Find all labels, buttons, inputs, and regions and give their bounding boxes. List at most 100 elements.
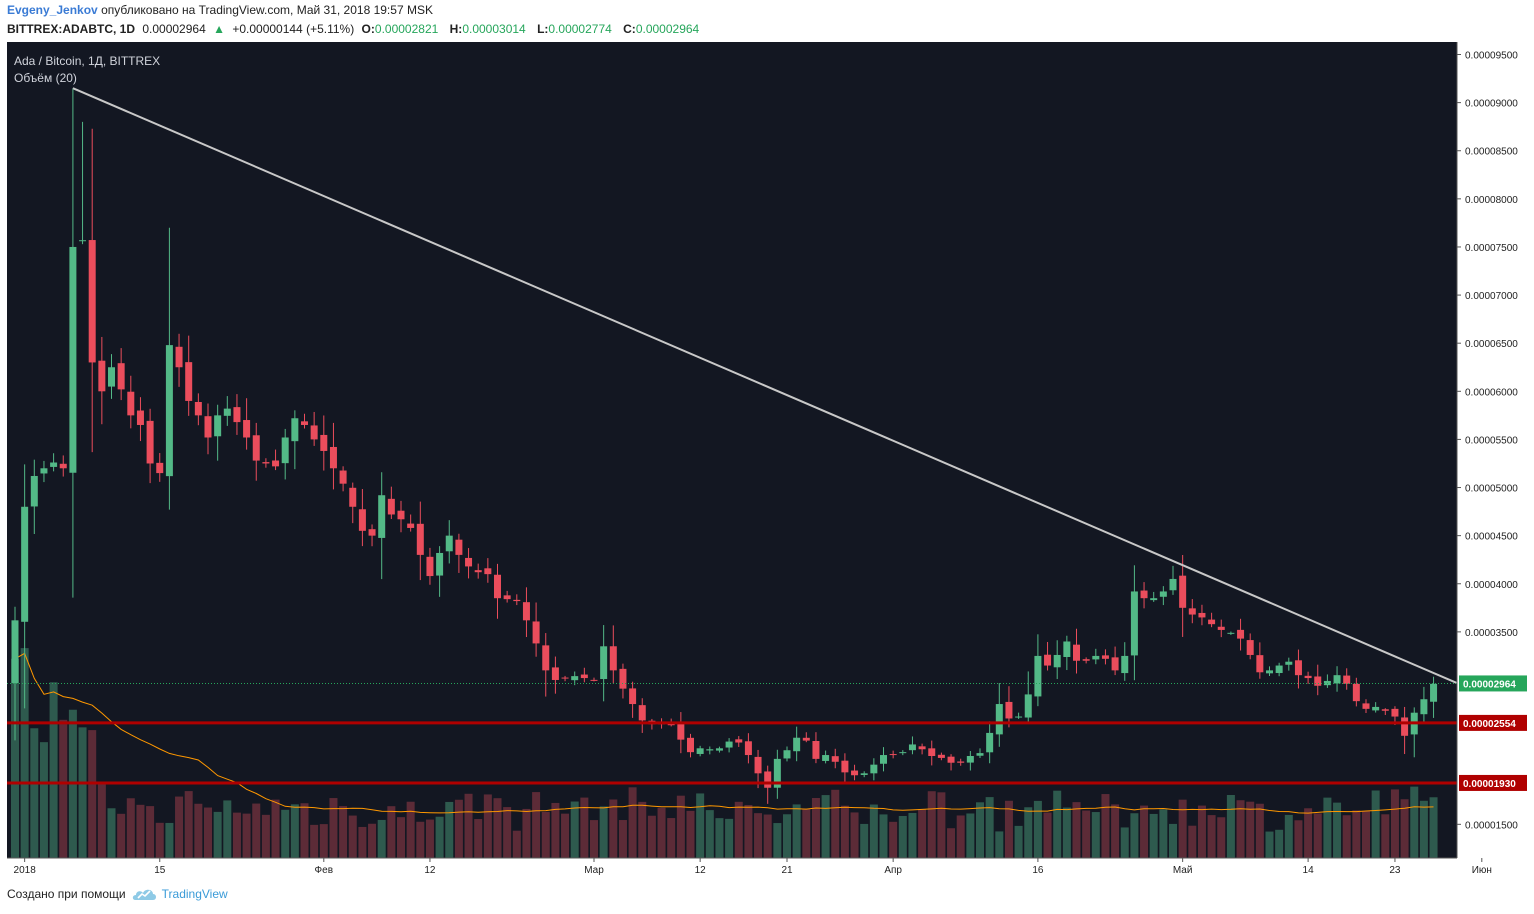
candle-body bbox=[532, 621, 540, 644]
volume-bar bbox=[281, 809, 290, 858]
candle-body bbox=[262, 462, 270, 464]
high-value: 0.00003014 bbox=[462, 22, 526, 36]
volume-bar bbox=[715, 818, 724, 858]
low-value: 0.00002774 bbox=[548, 22, 612, 36]
volume-bar bbox=[744, 805, 753, 858]
candle-body bbox=[1198, 612, 1206, 618]
volume-bar bbox=[445, 801, 454, 858]
candle-body bbox=[609, 646, 617, 671]
candle-body bbox=[175, 346, 183, 368]
candle-body bbox=[1024, 694, 1032, 718]
volume-bar bbox=[1323, 797, 1332, 858]
candle-body bbox=[899, 752, 907, 754]
volume-bar bbox=[377, 819, 386, 858]
candle-body bbox=[1333, 675, 1341, 684]
candle-body bbox=[1304, 675, 1312, 679]
y-tick-label: 0.00006000 bbox=[1465, 387, 1518, 398]
x-tick-label: 2018 bbox=[14, 865, 37, 876]
price-marker-text: 0.00002964 bbox=[1463, 679, 1516, 690]
candle-body bbox=[108, 367, 115, 387]
volume-bar bbox=[908, 812, 917, 858]
volume-bar bbox=[995, 831, 1004, 858]
candle-body bbox=[1188, 608, 1196, 615]
trend-line[interactable] bbox=[72, 87, 1458, 685]
candle-body bbox=[802, 737, 810, 741]
candle-body bbox=[436, 552, 444, 576]
time-axis[interactable] bbox=[0, 858, 1534, 882]
created-with-text: Создано при помощи bbox=[7, 887, 126, 901]
volume-bar bbox=[213, 811, 222, 858]
volume-bar bbox=[204, 807, 212, 858]
candle-body bbox=[773, 758, 781, 788]
candle-body bbox=[1275, 665, 1283, 674]
candle-body bbox=[503, 595, 511, 600]
candle-body bbox=[484, 568, 492, 575]
candle-body bbox=[1140, 590, 1148, 599]
candle-body bbox=[1381, 709, 1389, 711]
x-tick-label: Мар bbox=[584, 865, 604, 876]
volume-bar bbox=[1381, 814, 1390, 858]
last-price-marker: 0.00002964 bbox=[1459, 675, 1527, 692]
candle-body bbox=[1034, 655, 1042, 697]
candle-body bbox=[1005, 701, 1013, 719]
candle-body bbox=[69, 246, 77, 473]
volume-bar bbox=[1265, 831, 1274, 858]
volume-bar bbox=[734, 801, 743, 858]
candle-body bbox=[715, 748, 723, 751]
y-tick-label: 0.00001500 bbox=[1465, 820, 1518, 831]
volume-bar bbox=[898, 815, 907, 858]
candle-body bbox=[88, 240, 96, 363]
volume-bar bbox=[1400, 799, 1409, 858]
candle-body bbox=[1391, 708, 1399, 717]
volume-bar bbox=[512, 830, 521, 858]
volume-bar bbox=[947, 828, 956, 858]
footer: Создано при помощи TradingView bbox=[7, 886, 228, 902]
candle-body bbox=[272, 460, 280, 467]
candle-body bbox=[310, 425, 318, 440]
volume-bar bbox=[49, 682, 58, 858]
price-chart[interactable]: 0.00009500 0.00009000 0.00008500 0.00008000… bbox=[0, 42, 1534, 882]
candle-body bbox=[1179, 575, 1187, 608]
volume-bar bbox=[1352, 810, 1361, 858]
volume-bar bbox=[261, 814, 270, 858]
candle-body bbox=[1285, 661, 1293, 665]
volume-bar bbox=[985, 797, 994, 858]
candle-layer bbox=[11, 88, 1438, 804]
volume-bar bbox=[1419, 800, 1428, 858]
volume-bar bbox=[1255, 803, 1264, 858]
candle-body bbox=[822, 755, 830, 761]
volume-bar bbox=[165, 822, 174, 858]
volume-bar bbox=[1101, 794, 1110, 858]
candle-body bbox=[329, 446, 337, 469]
volume-bar bbox=[175, 796, 184, 858]
volume-bar bbox=[618, 820, 627, 858]
volume-bar bbox=[184, 791, 193, 858]
volume-bar bbox=[232, 812, 241, 858]
volume-bar bbox=[1284, 814, 1293, 858]
volume-bar bbox=[667, 818, 676, 858]
x-tick-label: 23 bbox=[1389, 865, 1401, 876]
volume-bar bbox=[1188, 825, 1197, 858]
candle-body bbox=[368, 529, 376, 536]
price-axis[interactable] bbox=[1457, 42, 1534, 882]
candle-body bbox=[764, 771, 772, 788]
candle-body bbox=[1246, 640, 1254, 655]
tradingview-logo-link[interactable]: TradingView bbox=[132, 886, 228, 902]
volume-bar bbox=[1120, 827, 1129, 858]
candle-body bbox=[571, 676, 579, 681]
volume-bar bbox=[271, 799, 280, 858]
candle-body bbox=[117, 363, 125, 390]
candle-body bbox=[880, 755, 887, 764]
candle-body bbox=[860, 773, 868, 775]
volume-bar bbox=[570, 801, 579, 858]
x-tick-label: Фев bbox=[315, 865, 333, 876]
volume-bar bbox=[454, 799, 463, 858]
author-link[interactable]: Evgeny_Jenkov bbox=[7, 3, 98, 17]
volume-bar bbox=[1178, 799, 1187, 858]
candle-body bbox=[301, 421, 308, 425]
candle-body bbox=[995, 704, 1003, 735]
y-tick-label: 0.00009000 bbox=[1465, 99, 1518, 110]
candle-body bbox=[735, 739, 743, 743]
volume-ma-line bbox=[14, 652, 1434, 814]
chart-area[interactable] bbox=[7, 42, 1457, 858]
